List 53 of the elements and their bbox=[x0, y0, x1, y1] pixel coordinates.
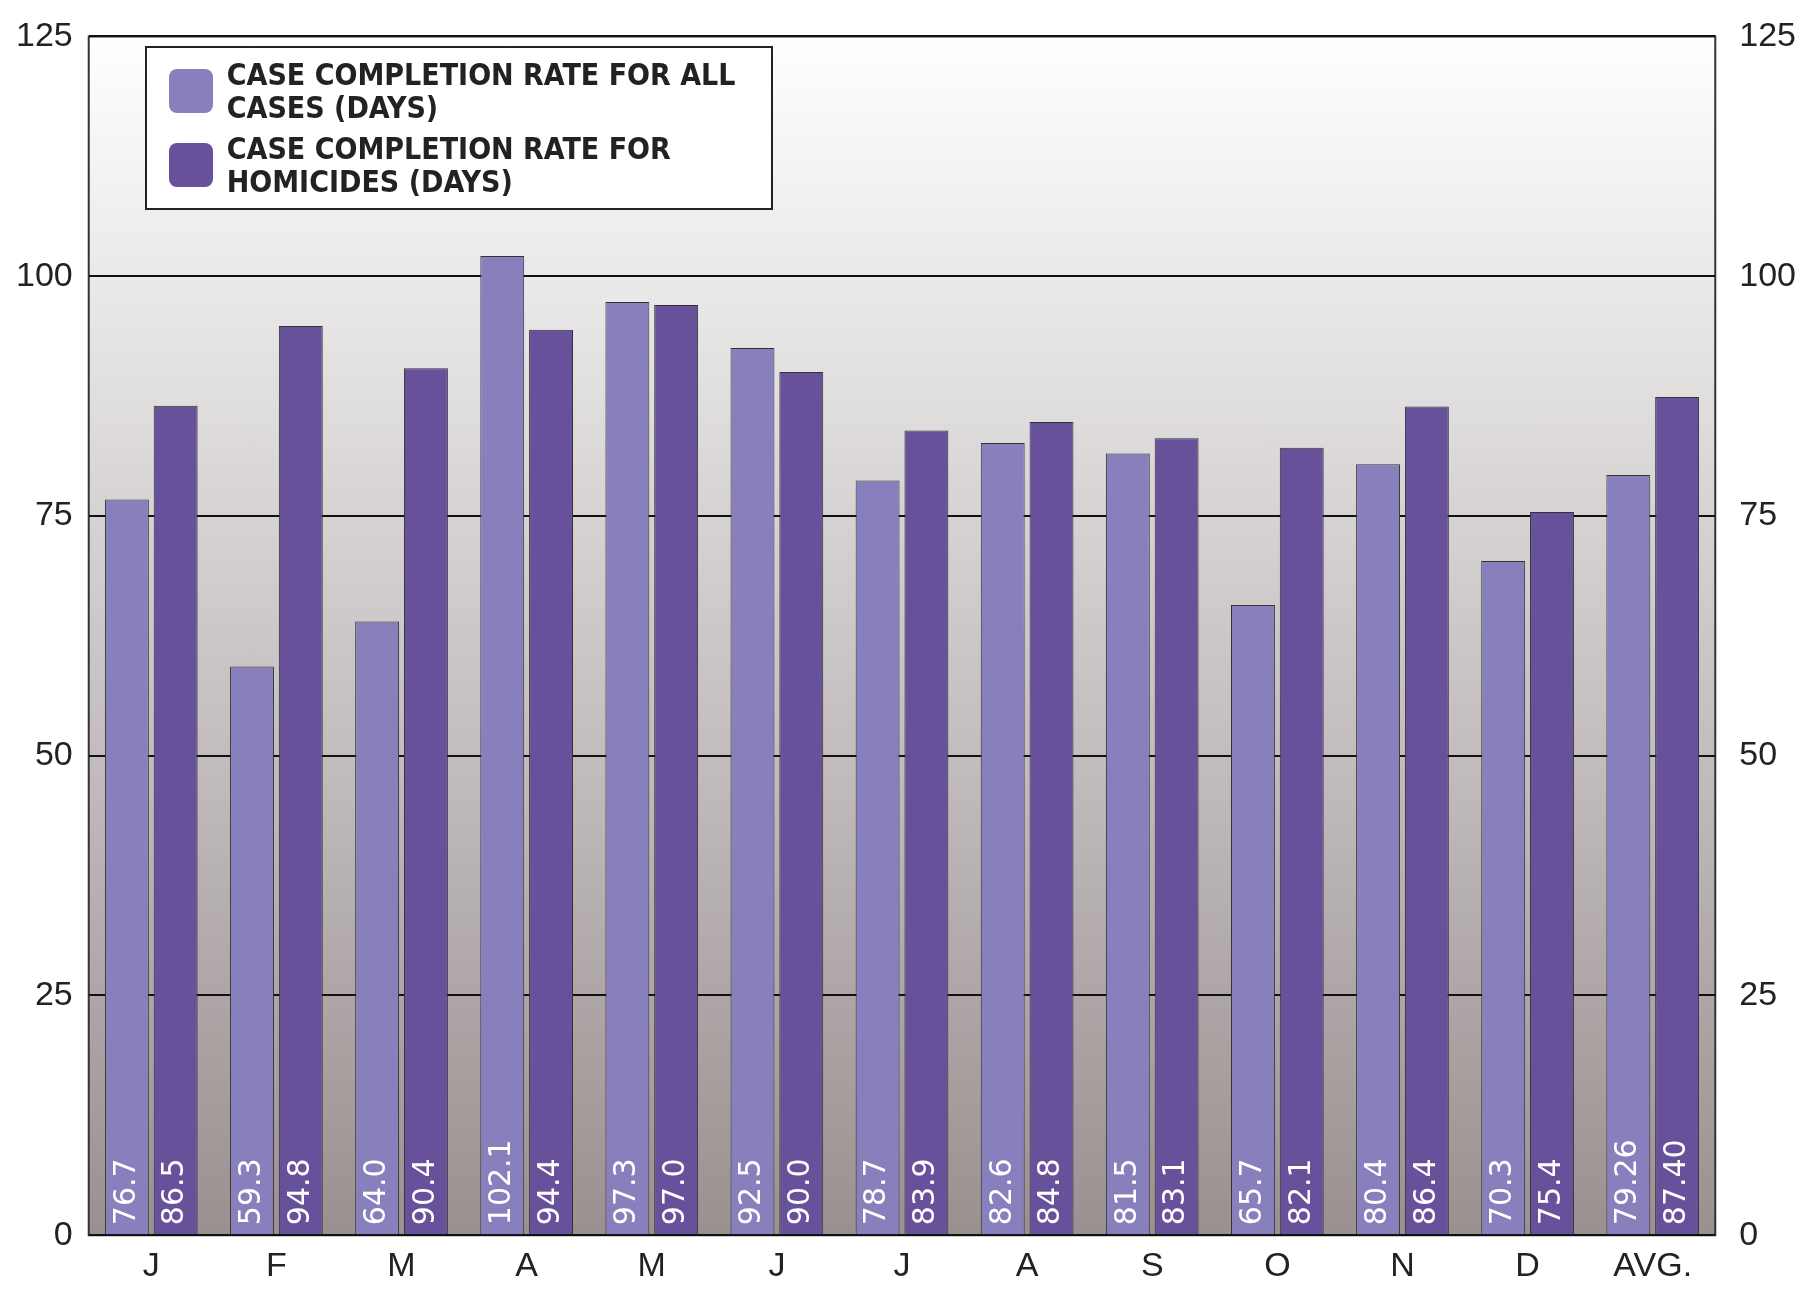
data-label: 97.0 bbox=[655, 1158, 691, 1226]
data-label: 84.8 bbox=[1031, 1158, 1067, 1226]
data-label: 76.7 bbox=[106, 1158, 142, 1226]
y-tick-label: 125 bbox=[15, 14, 73, 53]
x-tick-label: F bbox=[266, 1244, 287, 1283]
data-label: 97.3 bbox=[607, 1158, 643, 1226]
x-tick-label: S bbox=[1140, 1244, 1164, 1283]
x-tick-label: J bbox=[768, 1244, 786, 1283]
y2-tick-label: 75 bbox=[1739, 494, 1778, 533]
data-label: 64.0 bbox=[356, 1158, 392, 1226]
data-label: 78.7 bbox=[857, 1158, 893, 1226]
data-label: 81.5 bbox=[1107, 1158, 1143, 1226]
legend-label: CASE COMPLETION RATE FOR HOMICIDES (DAYS) bbox=[226, 131, 672, 200]
data-label: 94.8 bbox=[280, 1158, 316, 1226]
data-label: 80.4 bbox=[1357, 1158, 1393, 1226]
data-label: 86.5 bbox=[155, 1158, 191, 1226]
data-label: 75.4 bbox=[1531, 1158, 1567, 1226]
data-label: 92.5 bbox=[732, 1158, 768, 1226]
x-tick-label: A bbox=[515, 1244, 539, 1283]
data-label: 94.4 bbox=[530, 1158, 566, 1226]
data-label: 102.1 bbox=[482, 1139, 518, 1226]
y2-tick-label: 100 bbox=[1739, 254, 1797, 293]
y2-tick-label: 50 bbox=[1739, 734, 1778, 773]
x-tick-label: N bbox=[1390, 1244, 1415, 1283]
data-label: 83.9 bbox=[906, 1158, 942, 1226]
x-tick-label: D bbox=[1515, 1244, 1540, 1283]
x-tick-label: A bbox=[1015, 1244, 1039, 1283]
y2-tick-label: 25 bbox=[1739, 973, 1778, 1012]
data-label: 79.26 bbox=[1608, 1139, 1644, 1226]
data-label: 83.1 bbox=[1156, 1158, 1192, 1226]
x-tick-label: O bbox=[1264, 1244, 1291, 1283]
y-tick-label: 25 bbox=[34, 973, 73, 1012]
y2-tick-label: 0 bbox=[1739, 1213, 1759, 1252]
data-label: 87.40 bbox=[1656, 1139, 1692, 1226]
data-label: 82.6 bbox=[982, 1158, 1018, 1226]
data-label: 82.1 bbox=[1281, 1158, 1317, 1226]
y2-tick-label: 125 bbox=[1739, 14, 1797, 53]
x-tick-label: M bbox=[387, 1244, 416, 1283]
data-label: 90.4 bbox=[405, 1158, 441, 1226]
data-label: 59.3 bbox=[231, 1158, 267, 1226]
data-label: 90.0 bbox=[781, 1158, 817, 1226]
x-tick-label: J bbox=[142, 1244, 160, 1283]
y-tick-label: 100 bbox=[15, 254, 73, 293]
x-tick-label: AVG. bbox=[1613, 1244, 1693, 1283]
x-tick-label: J bbox=[893, 1244, 911, 1283]
y-tick-label: 75 bbox=[34, 494, 73, 533]
legend-label: CASE COMPLETION RATE FOR ALL CASES (DAYS) bbox=[226, 57, 737, 126]
data-label: 70.3 bbox=[1482, 1158, 1518, 1226]
y-tick-label: 50 bbox=[34, 734, 73, 773]
data-label: 65.7 bbox=[1232, 1158, 1268, 1226]
y-tick-label: 0 bbox=[53, 1213, 73, 1252]
data-label: 86.4 bbox=[1406, 1158, 1442, 1226]
x-tick-label: M bbox=[637, 1244, 666, 1283]
